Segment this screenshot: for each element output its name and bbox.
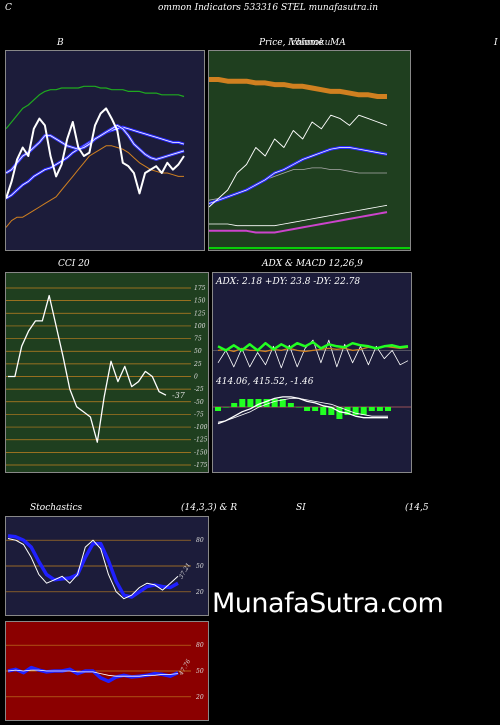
macd-hist-bar-5	[255, 399, 262, 407]
macd-signal-line	[217, 398, 388, 423]
rsi-tick-2: 20	[195, 694, 204, 701]
price-title-a: Price,	[259, 38, 286, 48]
macd-hist-bar-20	[376, 407, 383, 411]
macd-hist-bar-0	[215, 407, 221, 411]
cci-title: CCI 20	[58, 259, 90, 269]
stochastics-panel: 80 50 20 37.21	[5, 516, 209, 616]
price-title-b: Volume	[290, 38, 324, 48]
stoch-tick-1: 50	[196, 563, 204, 570]
macd-hist-bar-18	[360, 407, 367, 415]
stoch-tick-2: 20	[195, 589, 204, 596]
macd-hist-bar-4	[247, 399, 254, 407]
price-line	[209, 114, 388, 208]
macd-hist-bar-13	[320, 407, 327, 415]
macd-hist-bar-3	[239, 399, 246, 407]
cci-line	[8, 294, 167, 443]
cci-tick-5: 50	[194, 348, 202, 355]
macd-values-text: 414.06, 415.52, -1.46	[215, 377, 314, 387]
macd-hist-bar-15	[336, 407, 343, 419]
cci-tick-8: -25	[194, 386, 204, 393]
cci-panel: 175 150 125 100 75 50 25 0 -25 -50 -75 -100 -125 -150…	[5, 272, 209, 473]
adx-line	[217, 339, 409, 369]
cci-tick-0: 175	[194, 285, 206, 292]
cci-tick-4: 75	[194, 336, 202, 343]
rsi-current-value: 47.76	[177, 658, 192, 677]
cci-tick-10: -75	[194, 411, 204, 418]
macd-hist-bar-11	[304, 407, 311, 411]
watermark: MunafaSutra.com	[212, 588, 444, 619]
cci-tick-7: 0	[194, 374, 198, 381]
price-blue-ma-core	[209, 147, 388, 204]
stoch-d-line	[7, 534, 179, 599]
macd-hist-bar-8	[279, 399, 286, 407]
cci-current-value: -37	[172, 391, 186, 400]
price-chart	[209, 77, 410, 249]
macd-hist-bar-14	[328, 407, 335, 415]
bb-orange-line	[6, 145, 184, 228]
cci-tick-3: 100	[194, 323, 206, 330]
bb-upper-band	[6, 85, 185, 130]
price-magenta-ma	[209, 211, 388, 234]
stoch-title-si: SI	[296, 503, 306, 513]
macd-hist-bar-1	[223, 407, 230, 408]
bb-title: B	[57, 38, 64, 48]
stoch-current-value: 37.21	[178, 562, 193, 580]
adx-title: ADX & MACD 12,26,9	[262, 259, 363, 269]
bb-price-line	[6, 107, 185, 199]
stoch-tick-0: 80	[196, 537, 204, 544]
macd-hist-bar-16	[344, 407, 351, 415]
rsi-ma-line	[7, 669, 179, 677]
cci-tick-13: -150	[194, 449, 208, 456]
price-panel	[208, 50, 411, 251]
macd-hist-bar-9	[287, 403, 294, 407]
cci-tick-9: -50	[194, 399, 204, 406]
macd-hist-bar-7	[271, 399, 278, 407]
bb-blue-band-core	[6, 125, 185, 174]
header-title: ommon Indicators 533316 STEL munafasutra…	[158, 3, 378, 13]
cci-chart: 175 150 125 100 75 50 25 0 -25 -50 -75 -100 -125 -150…	[6, 285, 208, 469]
stoch-k-line	[7, 538, 179, 600]
macd-hist-bar-17	[352, 407, 359, 415]
macd-line	[217, 396, 388, 425]
stochastics-chart: 80 50 20 37.21	[6, 534, 204, 600]
macd-hist-bar-12	[312, 407, 319, 411]
rsi-line	[7, 665, 179, 684]
macd-hist-bar-6	[263, 399, 270, 407]
cci-tick-11: -100	[194, 424, 208, 431]
rsi-tick-0: 80	[196, 642, 204, 649]
bollinger-chart	[6, 85, 185, 228]
bollinger-panel	[5, 50, 205, 251]
adx-macd-chart: ADX: 2.18 +DY: 23.8 -DY: 22.78 414.06, 41…	[213, 277, 411, 425]
stoch-title-right: (14,5	[405, 503, 429, 513]
rsi-panel: 80 50 20 47.76	[5, 621, 209, 721]
adx-macd-panel: ADX: 2.18 +DY: 23.8 -DY: 22.78 414.06, 41…	[212, 272, 412, 473]
cci-tick-1: 150	[194, 298, 206, 305]
cci-tick-12: -125	[194, 437, 208, 444]
macd-hist-bar-19	[368, 407, 375, 411]
price-right-edge: I	[494, 38, 498, 48]
stoch-title-left: Stochastics	[30, 503, 83, 513]
macd-hist-bar-10	[295, 407, 302, 408]
rsi-chart: 80 50 20 47.76	[6, 642, 204, 701]
adx-plus-dy	[217, 340, 409, 352]
header-left: C	[5, 3, 12, 13]
stoch-title-mid: (14,3,3) & R	[181, 503, 238, 513]
cci-tick-6: 25	[193, 361, 202, 368]
price-title-c: MA	[330, 38, 346, 48]
cci-tick-2: 125	[194, 310, 206, 317]
adx-values-text: ADX: 2.18 +DY: 23.8 -DY: 22.78	[215, 277, 360, 287]
macd-hist-bar-21	[385, 407, 391, 411]
price-white-low-ma	[209, 204, 388, 227]
price-title-overlap: Ichimoku	[288, 38, 331, 48]
macd-hist-bar-2	[231, 403, 238, 407]
cci-tick-14: -175	[194, 462, 208, 469]
price-orange-ma	[209, 77, 387, 99]
rsi-tick-1: 50	[196, 668, 204, 675]
